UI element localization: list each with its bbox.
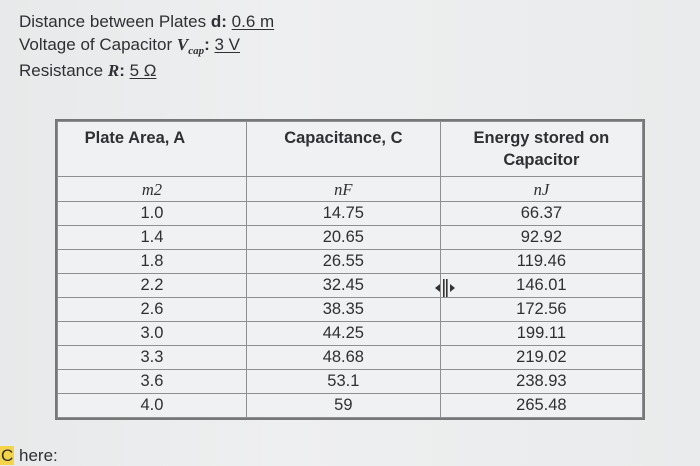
- cell-area: 1.0: [57, 201, 247, 226]
- cell-capacitance: 14.75: [245, 201, 441, 226]
- cell-capacitance: 48.68: [245, 345, 441, 370]
- cell-area: 2.6: [57, 297, 247, 322]
- voltage-symbol: V: [176, 35, 189, 54]
- table-row: 1.0 14.75 66.37: [57, 201, 644, 226]
- cell-energy: 66.37: [439, 201, 644, 226]
- distance-label: Distance between Plates: [19, 12, 207, 31]
- parameters-block: Distance between Plates d: 0.6 m Voltage…: [19, 10, 274, 82]
- table-header-row: Plate Area, A Capacitance, C Energy stor…: [57, 121, 644, 177]
- cell-energy: 92.92: [439, 225, 644, 250]
- column-resize-cursor-icon[interactable]: [433, 279, 457, 297]
- table-row: 4.0 59 265.48: [57, 393, 644, 418]
- footer-prompt: C here:: [0, 446, 58, 466]
- unit-energy: nJ: [439, 176, 644, 202]
- resistance-value: 5 Ω: [129, 61, 157, 80]
- cell-energy: 265.48: [439, 393, 644, 418]
- table-row: 3.3 48.68 219.02: [57, 345, 644, 370]
- distance-symbol: d: [210, 12, 222, 31]
- distance-value: 0.6 m: [231, 12, 275, 31]
- footer-highlight: C: [0, 446, 15, 465]
- cell-energy: 172.56: [439, 297, 644, 322]
- header-energy: Energy stored on Capacitor: [439, 121, 644, 177]
- resistance-line: Resistance R: 5 Ω: [19, 61, 157, 80]
- cell-capacitance: 53.1: [245, 369, 441, 394]
- table-row: 2.6 38.35 172.56: [57, 297, 644, 322]
- cell-energy: 199.11: [439, 321, 644, 346]
- unit-capacitance: nF: [245, 176, 441, 202]
- cell-capacitance: 20.65: [245, 225, 441, 250]
- cell-energy: 146.01: [439, 273, 644, 298]
- units-row: m2 nF nJ: [57, 176, 644, 202]
- cell-energy: 238.93: [439, 369, 644, 394]
- cell-capacitance: 26.55: [245, 249, 441, 274]
- cell-area: 3.0: [57, 321, 247, 346]
- voltage-label: Voltage of Capacitor: [19, 35, 173, 54]
- cell-area: 2.2: [57, 273, 247, 298]
- header-plate-area: Plate Area, A: [57, 121, 247, 177]
- voltage-subscript: cap: [188, 45, 205, 57]
- unit-area: m2: [57, 176, 247, 202]
- voltage-line: Voltage of Capacitor Vcap: 3 V: [19, 35, 241, 57]
- cell-capacitance: 32.45: [245, 273, 441, 298]
- cell-area: 3.6: [57, 369, 247, 394]
- cell-capacitance: 59: [245, 393, 441, 418]
- resistance-symbol: R: [107, 61, 120, 80]
- cell-capacitance: 44.25: [245, 321, 441, 346]
- cell-energy: 219.02: [439, 345, 644, 370]
- table-row: 1.8 26.55 119.46: [57, 249, 644, 274]
- table-row: 3.6 53.1 238.93: [57, 369, 644, 394]
- table-row: 3.0 44.25 199.11: [57, 321, 644, 346]
- resistance-label: Resistance: [19, 61, 104, 80]
- footer-text: here:: [14, 446, 58, 465]
- header-capacitance: Capacitance, C: [245, 121, 441, 177]
- cell-area: 1.4: [57, 225, 247, 250]
- cell-area: 3.3: [57, 345, 247, 370]
- cell-energy: 119.46: [439, 249, 644, 274]
- data-table: Plate Area, A Capacitance, C Energy stor…: [55, 119, 645, 420]
- cell-area: 4.0: [57, 393, 247, 418]
- distance-line: Distance between Plates d: 0.6 m: [19, 12, 275, 31]
- cell-capacitance: 38.35: [245, 297, 441, 322]
- table-row: 1.4 20.65 92.92: [57, 225, 644, 250]
- cell-area: 1.8: [57, 249, 247, 274]
- voltage-value: 3 V: [214, 35, 241, 54]
- table-row: 2.2 32.45 146.01: [57, 273, 644, 298]
